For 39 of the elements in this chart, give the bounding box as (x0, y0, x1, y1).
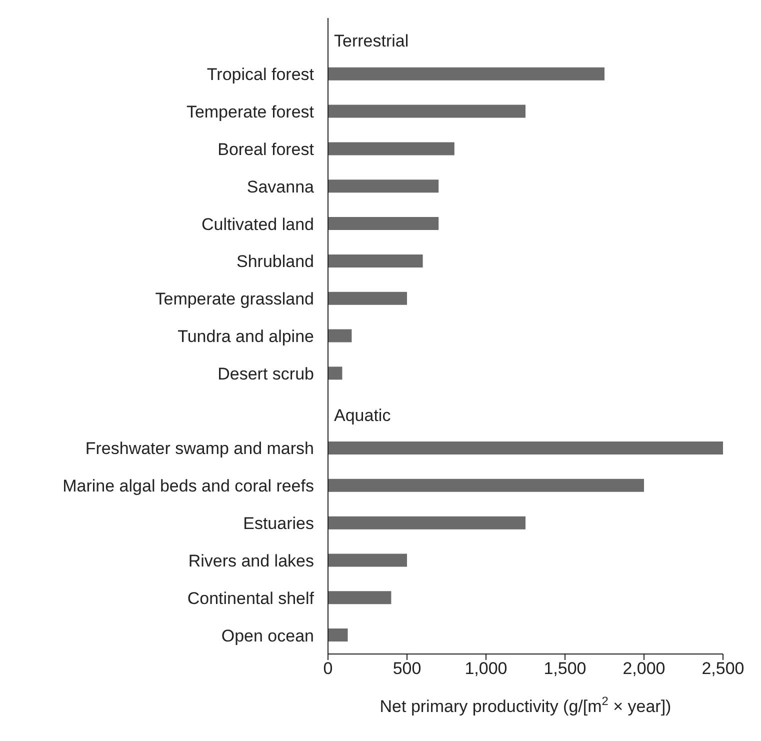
y-tick-label: Tropical forest (206, 65, 314, 84)
y-tick-label: Savanna (246, 177, 315, 196)
annotation: Terrestrial (334, 32, 409, 51)
bar (328, 366, 342, 380)
y-tick-label: Open ocean (221, 626, 314, 646)
bar (328, 628, 348, 642)
bar (328, 516, 526, 530)
bar (328, 478, 644, 492)
y-tick-label: Freshwater swamp and marsh (85, 439, 314, 458)
bar (328, 180, 439, 193)
bar (328, 142, 454, 156)
y-tick-label: Cultivated land (202, 214, 314, 234)
bar (328, 254, 423, 268)
y-tick-label: Shrubland (236, 252, 314, 272)
bar (328, 442, 723, 454)
bar (328, 554, 407, 567)
bar (328, 292, 407, 305)
bar (328, 104, 526, 118)
x-tick-label: 1,000 (464, 659, 508, 678)
x-tick-label: 2,000 (622, 659, 666, 678)
y-tick-label: Temperate forest (186, 102, 314, 122)
y-tick-label: Tundra and alpine (178, 327, 314, 346)
bar (328, 329, 352, 342)
y-tick-label: Boreal forest (218, 140, 314, 159)
bar (328, 591, 392, 604)
y-tick-label: Continental shelf (187, 588, 314, 608)
y-tick-label: Desert scrub (218, 364, 314, 384)
y-tick-label: Marine algal beds and coral reefs (62, 476, 314, 496)
bar (328, 67, 604, 80)
y-tick-label: Temperate grassland (155, 290, 314, 309)
x-tick-label: 0 (323, 659, 333, 678)
annotation: Aquatic (334, 406, 392, 425)
x-tick-label: 500 (392, 659, 422, 678)
bar (328, 217, 439, 230)
y-tick-label: Estuaries (243, 514, 314, 534)
x-tick-label: 1,500 (544, 659, 586, 678)
x-axis-title: Net primary productivity (g/[m$^{2}$ × year]) (380, 694, 672, 716)
x-tick-label: 2,500 (702, 659, 744, 678)
y-tick-label: Rivers and lakes (188, 551, 314, 570)
